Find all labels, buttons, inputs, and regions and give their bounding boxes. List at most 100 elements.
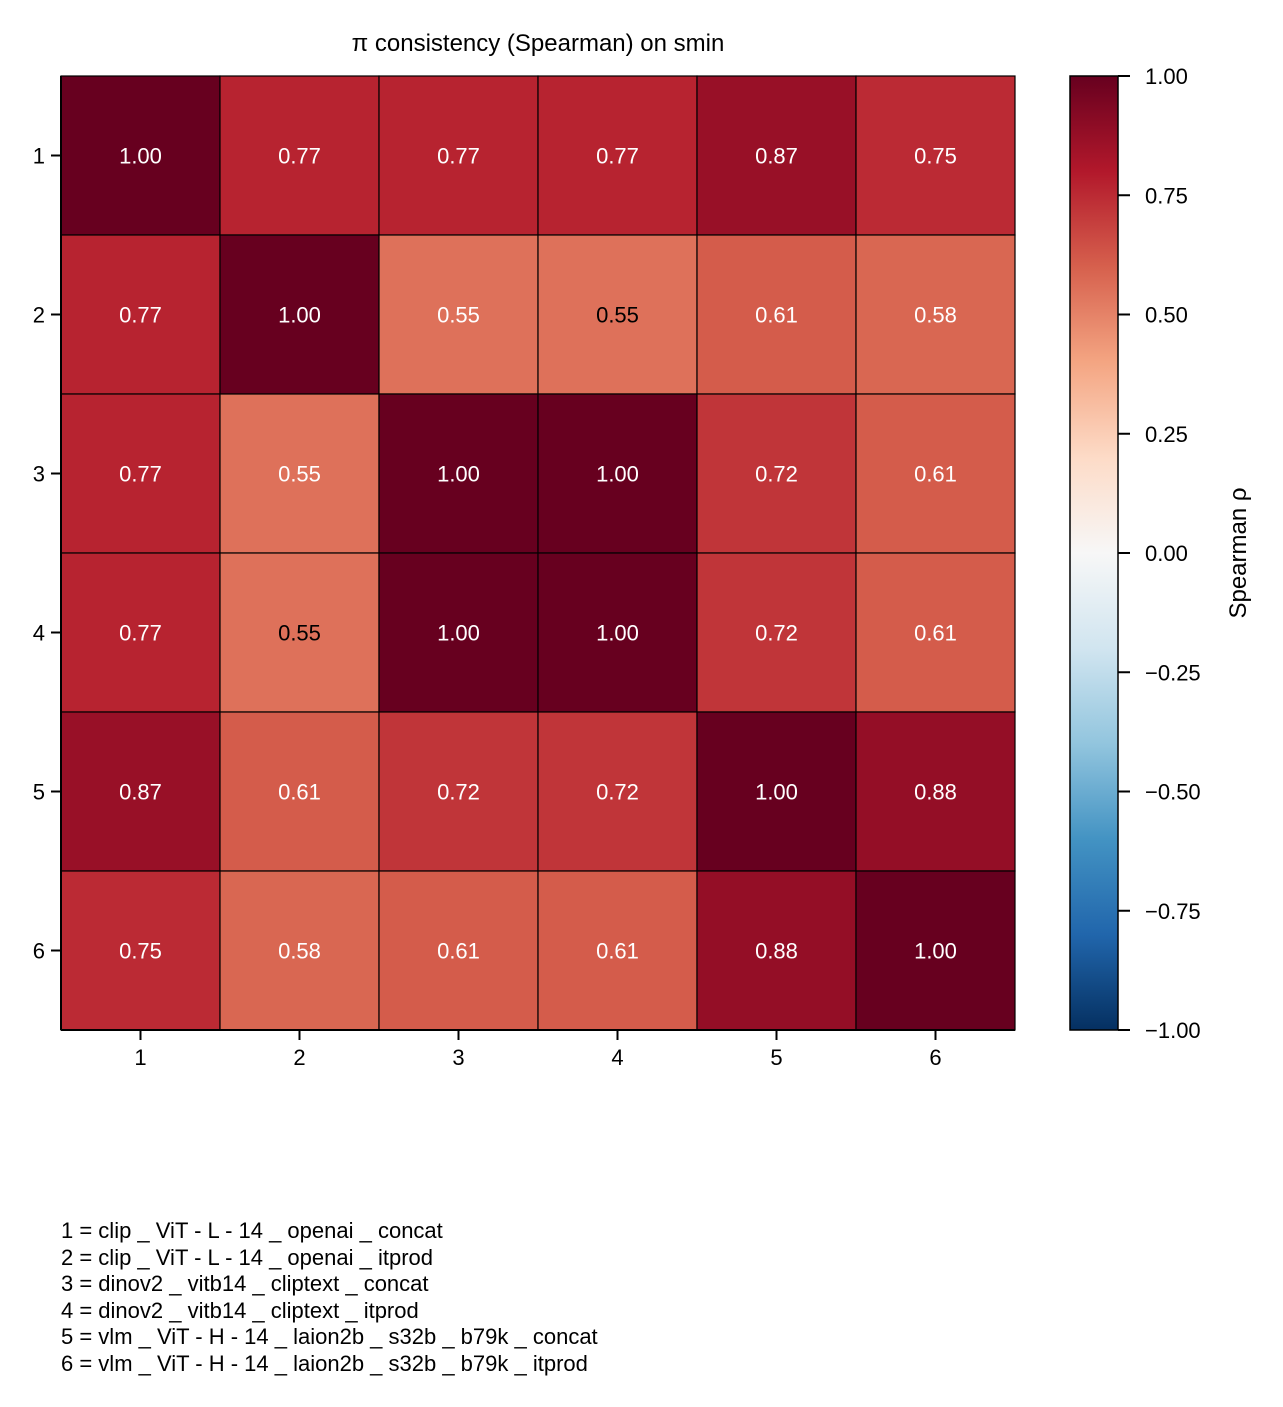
cell-value-label: 0.77 <box>437 144 480 169</box>
y-tick-label: 4 <box>33 621 45 646</box>
cell-value-label: 0.72 <box>755 621 798 646</box>
heatmap-cell <box>219 75 380 236</box>
cell-value-label: 0.77 <box>119 462 162 487</box>
legend-item: 6 = vlm _ ViT - H - 14 _ laion2b _ s32b … <box>61 1350 588 1376</box>
cell-value-label: 1.00 <box>278 303 321 328</box>
heatmap-cell <box>696 870 857 1031</box>
cell-value-label: 0.88 <box>914 780 957 805</box>
cell-value-label: 0.58 <box>278 939 321 964</box>
cell-value-label: 1.00 <box>596 621 639 646</box>
cell-value-label: 1.00 <box>755 780 798 805</box>
cell-value-label: 0.72 <box>755 462 798 487</box>
heatmap-cell <box>696 393 857 554</box>
category-legend: 1 = clip _ ViT - L - 14 _ openai _ conca… <box>61 1218 598 1377</box>
cell-value-label: 0.88 <box>755 939 798 964</box>
y-tick-label: 1 <box>33 144 45 169</box>
heatmap-cell <box>219 234 380 395</box>
cell-value-label: 0.58 <box>914 303 957 328</box>
y-axis: 1 2 3 4 5 6 <box>33 76 62 1030</box>
heatmap-cell <box>537 234 698 395</box>
cell-value-label: 0.77 <box>119 303 162 328</box>
y-tick-label: 2 <box>33 303 45 328</box>
heatmap-cell <box>537 393 698 554</box>
cell-value-label: 0.61 <box>278 780 321 805</box>
cell-value-label: 0.61 <box>437 939 480 964</box>
heatmap-cell <box>855 711 1016 872</box>
heatmap-cell <box>60 552 221 713</box>
cell-value-label: 0.61 <box>596 939 639 964</box>
heatmap-cell <box>855 870 1016 1031</box>
cell-value-label: 0.55 <box>596 303 639 328</box>
colorbar-tick-label: −0.75 <box>1145 899 1201 924</box>
heatmap-cell <box>60 75 221 236</box>
colorbar-tick-label: −1.00 <box>1145 1018 1201 1043</box>
cell-value-label: 0.72 <box>596 780 639 805</box>
cell-value-label: 0.61 <box>914 462 957 487</box>
cell-value-label: 1.00 <box>437 621 480 646</box>
heatmap-cell <box>696 552 857 713</box>
cell-value-label: 0.77 <box>596 144 639 169</box>
heatmap-cell <box>378 711 539 872</box>
heatmap-cell <box>855 552 1016 713</box>
cell-value-label: 0.77 <box>119 621 162 646</box>
colorbar <box>1069 75 1119 1031</box>
heatmap-cell-labels: 1.00 0.77 0.77 0.77 0.87 0.75 0.77 1.00 0.55 0.55… <box>119 144 957 964</box>
x-tick-label: 5 <box>770 1045 782 1070</box>
heatmap-cell <box>537 711 698 872</box>
heatmap-cell <box>378 393 539 554</box>
heatmap-cell <box>537 552 698 713</box>
heatmap-cell <box>696 75 857 236</box>
cell-value-label: 0.61 <box>755 303 798 328</box>
heatmap-cell <box>696 711 857 872</box>
colorbar-tick-label: 0.00 <box>1145 541 1188 566</box>
heatmap-cell <box>855 75 1016 236</box>
x-axis: 1 2 3 4 5 6 <box>61 1029 1015 1070</box>
colorbar-tick-label: 1.00 <box>1145 64 1188 89</box>
legend-item: 5 = vlm _ ViT - H - 14 _ laion2b _ s32b … <box>61 1324 598 1349</box>
x-tick-label: 2 <box>293 1045 305 1070</box>
legend-item: 3 = dinov2 _ vitb14 _ cliptext _ concat <box>61 1271 429 1296</box>
chart-title: π consistency (Spearman) on smin <box>352 30 725 57</box>
cell-value-label: 0.77 <box>278 144 321 169</box>
heatmap-cell <box>219 393 380 554</box>
cell-value-label: 1.00 <box>119 144 162 169</box>
y-tick-label: 5 <box>33 780 45 805</box>
colorbar-ticks: 1.00 0.75 0.50 0.25 0.00 −0.25 −0.50 −0.75 −1.00 <box>1118 64 1201 1043</box>
x-tick-label: 4 <box>611 1045 623 1070</box>
heatmap-cells <box>60 75 1016 1031</box>
cell-value-label: 1.00 <box>437 462 480 487</box>
x-tick-label: 6 <box>929 1045 941 1070</box>
heatmap-cell <box>855 234 1016 395</box>
cell-value-label: 0.72 <box>437 780 480 805</box>
colorbar-tick-label: −0.25 <box>1145 660 1201 685</box>
cell-value-label: 0.55 <box>437 303 480 328</box>
colorbar-tick-label: 0.50 <box>1145 303 1188 328</box>
colorbar-tick-label: 0.75 <box>1145 183 1188 208</box>
colorbar-tick-label: 0.25 <box>1145 422 1188 447</box>
legend-item: 2 = clip _ ViT - L - 14 _ openai _ itpro… <box>61 1244 433 1270</box>
heatmap-cell <box>219 552 380 713</box>
cell-value-label: 0.87 <box>119 780 162 805</box>
cell-value-label: 0.87 <box>755 144 798 169</box>
heatmap-cell <box>378 552 539 713</box>
cell-value-label: 0.75 <box>119 939 162 964</box>
legend-item: 4 = dinov2 _ vitb14 _ cliptext _ itprod <box>61 1297 419 1323</box>
legend-item: 1 = clip _ ViT - L - 14 _ openai _ conca… <box>61 1218 443 1243</box>
heatmap-cell <box>60 393 221 554</box>
y-tick-label: 3 <box>33 462 45 487</box>
heatmap-cell <box>378 75 539 236</box>
x-tick-label: 1 <box>134 1045 146 1070</box>
cell-value-label: 0.61 <box>914 621 957 646</box>
cell-value-label: 0.55 <box>278 462 321 487</box>
cell-value-label: 1.00 <box>596 462 639 487</box>
y-tick-label: 6 <box>33 939 45 964</box>
heatmap-cell <box>60 870 221 1031</box>
colorbar-label: Spearman ρ <box>1225 487 1252 618</box>
x-tick-label: 3 <box>452 1045 464 1070</box>
heatmap-cell <box>537 75 698 236</box>
heatmap-cell <box>855 393 1016 554</box>
colorbar-tick-label: −0.50 <box>1145 780 1201 805</box>
cell-value-label: 0.55 <box>278 621 321 646</box>
cell-value-label: 1.00 <box>914 939 957 964</box>
